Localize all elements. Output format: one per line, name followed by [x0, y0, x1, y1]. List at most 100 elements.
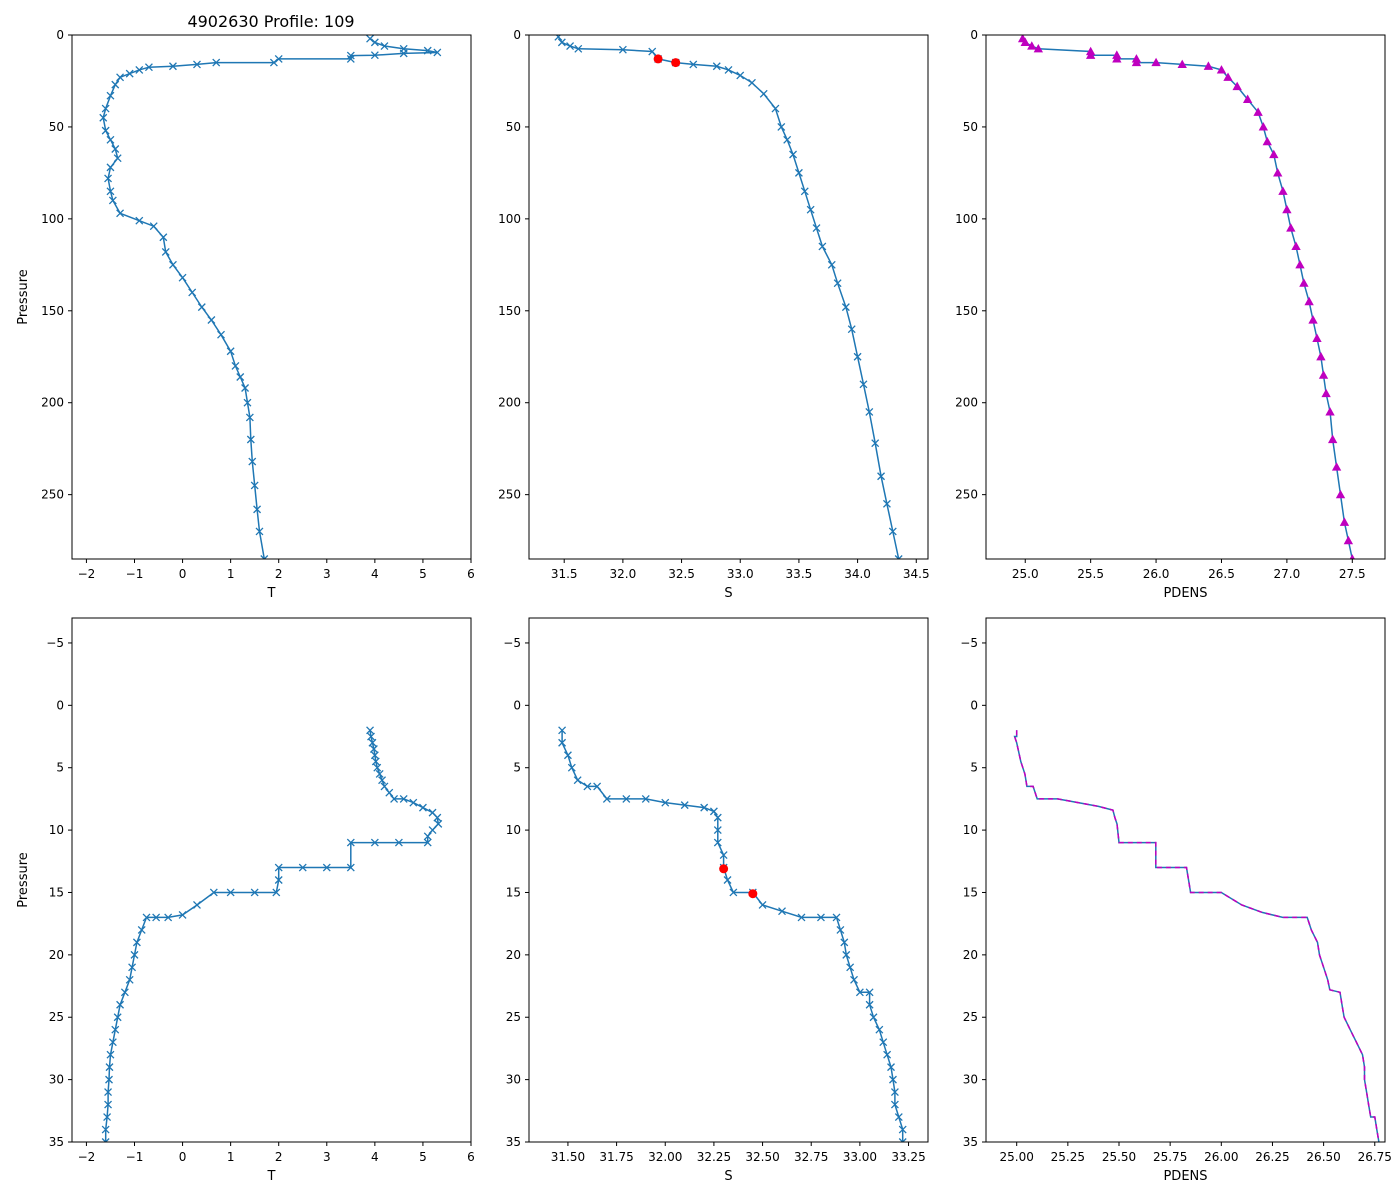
data-point: [1269, 149, 1279, 159]
data-point: [789, 150, 798, 159]
data-point: [434, 819, 443, 828]
data-point: [246, 435, 255, 444]
data-point: [566, 42, 575, 50]
x-tick-label: 2: [275, 1150, 283, 1164]
x-tick-label: 25.50: [1102, 1150, 1136, 1164]
data-point: [113, 1013, 122, 1022]
data-point: [161, 247, 170, 256]
data-point: [865, 407, 874, 416]
data-point: [816, 913, 825, 922]
x-tick-label: 31.5: [551, 567, 578, 581]
chart-bottom-middle: 31.50 31.75 32.00 32.25 32.50 32.75 33.00 33.25…: [503, 617, 929, 1184]
data-point: [1258, 122, 1269, 131]
x-tick-label: 26.5: [1208, 567, 1235, 581]
data-point: [567, 763, 576, 772]
data-point: [882, 499, 891, 508]
data-point: [840, 938, 849, 947]
data-point: [777, 122, 786, 131]
data-point: [142, 913, 151, 922]
data-point: [178, 910, 187, 919]
data-point: [1286, 223, 1296, 232]
x-tick-label: 6: [467, 1150, 475, 1164]
data-point: [1112, 54, 1122, 63]
x-tick-label: −1: [126, 567, 144, 581]
data-point: [193, 60, 201, 69]
data-point: [106, 187, 115, 196]
highlight-point: [719, 864, 729, 874]
data-point: [101, 126, 110, 135]
data-point: [898, 1138, 907, 1142]
data-point: [226, 347, 235, 356]
data-point: [197, 303, 206, 312]
data-point: [385, 788, 394, 797]
y-tick-label: 100: [498, 212, 521, 226]
data-point: [212, 58, 221, 67]
data-point: [1339, 517, 1350, 526]
data-point: [371, 757, 380, 766]
axes-frame: [528, 617, 929, 1143]
x-tick-label: 26.25: [1255, 1150, 1289, 1164]
x-tick-label: −2: [78, 1150, 96, 1164]
data-point: [111, 1025, 120, 1034]
data-point: [255, 527, 264, 536]
data-point: [260, 555, 269, 559]
data-point: [1203, 61, 1214, 70]
data-point: [709, 807, 718, 816]
y-tick-label: 35: [506, 1135, 521, 1149]
x-tick-label: 4: [371, 1150, 379, 1164]
data-point: [729, 888, 738, 897]
data-point: [104, 1088, 113, 1097]
data-point: [1291, 241, 1301, 251]
data-point: [712, 62, 721, 71]
data-point: [99, 113, 108, 122]
data-point: [898, 1125, 907, 1134]
data-point: [797, 913, 806, 922]
data-point: [846, 963, 855, 972]
y-tick-label: 150: [498, 304, 521, 318]
x-tick-label: 4: [371, 567, 379, 581]
data-point: [827, 260, 836, 269]
y-tick-label: 20: [506, 948, 521, 962]
data-point: [106, 135, 115, 144]
data-point: [380, 42, 389, 50]
data-point: [648, 47, 657, 56]
data-point: [748, 78, 756, 87]
y-tick-label: 0: [513, 698, 521, 712]
data-point: [378, 776, 387, 785]
y-axis-label: Pressure: [16, 269, 31, 325]
data-point: [370, 751, 379, 760]
x-tick-label: 32.50: [745, 1150, 779, 1164]
x-tick-label: 3: [323, 1150, 331, 1164]
data-point: [409, 798, 418, 807]
data-point: [116, 1000, 125, 1009]
data-point: [889, 1075, 897, 1084]
data-point: [128, 963, 137, 972]
data-point: [1262, 136, 1272, 146]
y-tick-label: 10: [506, 823, 521, 837]
data-point: [593, 782, 602, 791]
data-point: [113, 154, 122, 163]
y-tick-label: 0: [56, 698, 64, 712]
data-point: [1321, 388, 1331, 398]
data-point: [794, 168, 803, 177]
data-point: [850, 975, 858, 984]
data-point: [250, 888, 259, 897]
data-point: [236, 373, 245, 381]
data-point: [137, 925, 146, 934]
y-tick-label: 35: [49, 1135, 64, 1149]
data-point: [1027, 41, 1037, 50]
chart-bottom-right: 25.00 25.25 25.50 25.75 26.00 26.25 26.50 26.75…: [960, 617, 1392, 1184]
plot-area: [558, 726, 907, 1142]
y-tick-label: 150: [41, 304, 64, 318]
data-point: [164, 913, 173, 922]
data-point: [574, 44, 583, 53]
data-point: [104, 174, 113, 183]
y-tick-label: 100: [41, 212, 64, 226]
data-point: [193, 900, 201, 909]
data-point: [368, 738, 377, 747]
data-point: [847, 325, 856, 334]
data-point: [433, 813, 442, 822]
x-tick-label: 26.50: [1306, 1150, 1340, 1164]
y-tick-label: 5: [56, 761, 64, 775]
data-point: [661, 798, 670, 807]
